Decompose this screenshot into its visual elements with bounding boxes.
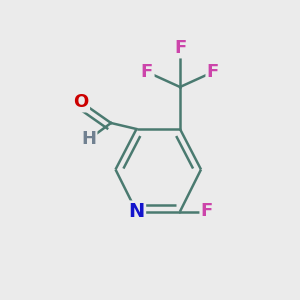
Text: H: H: [81, 130, 96, 148]
Text: O: O: [74, 93, 88, 111]
Text: F: F: [141, 63, 153, 81]
Text: F: F: [174, 39, 186, 57]
Text: N: N: [128, 202, 145, 221]
Text: F: F: [201, 202, 213, 220]
Text: F: F: [207, 63, 219, 81]
